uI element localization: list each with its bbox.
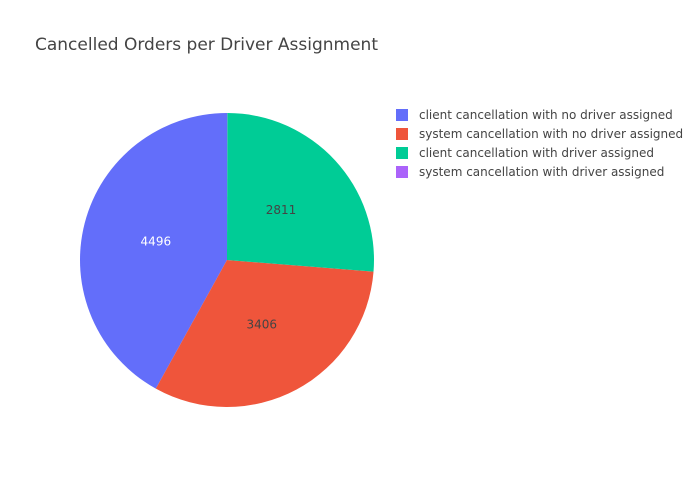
legend-swatch	[396, 166, 408, 178]
legend-label: system cancellation with no driver assig…	[419, 127, 683, 141]
slice-labels: 4496 3406 2811	[141, 203, 297, 332]
legend-swatch	[396, 147, 408, 159]
legend-item-system-cancellation-with-driver-assigned[interactable]: system cancellation with driver assigned	[396, 165, 664, 179]
slice-value-label: 2811	[266, 203, 297, 217]
slice-value-label: 4496	[141, 235, 172, 249]
legend-label: client cancellation with driver assigned	[419, 146, 654, 160]
legend-swatch	[396, 109, 408, 121]
legend: client cancellation with no driver assig…	[396, 108, 683, 179]
legend-label: client cancellation with no driver assig…	[419, 108, 673, 122]
pie-slice-client-cancellation-with-driver-assigned[interactable]	[227, 113, 374, 272]
legend-swatch	[396, 128, 408, 140]
legend-item-system-cancellation-with-no-driver-assigned[interactable]: system cancellation with no driver assig…	[396, 127, 683, 141]
slice-value-label: 3406	[247, 318, 278, 332]
chart-title: Cancelled Orders per Driver Assignment	[35, 35, 378, 55]
legend-item-client-cancellation-with-driver-assigned[interactable]: client cancellation with driver assigned	[396, 146, 654, 160]
pie-slice-system-cancellation-with-no-driver-assigned[interactable]	[155, 260, 374, 407]
pie-slices	[80, 113, 374, 407]
legend-item-client-cancellation-with-no-driver-assigned[interactable]: client cancellation with no driver assig…	[396, 108, 673, 122]
legend-label: system cancellation with driver assigned	[419, 165, 664, 179]
pie-slice-client-cancellation-with-no-driver-assigned[interactable]	[80, 113, 228, 389]
